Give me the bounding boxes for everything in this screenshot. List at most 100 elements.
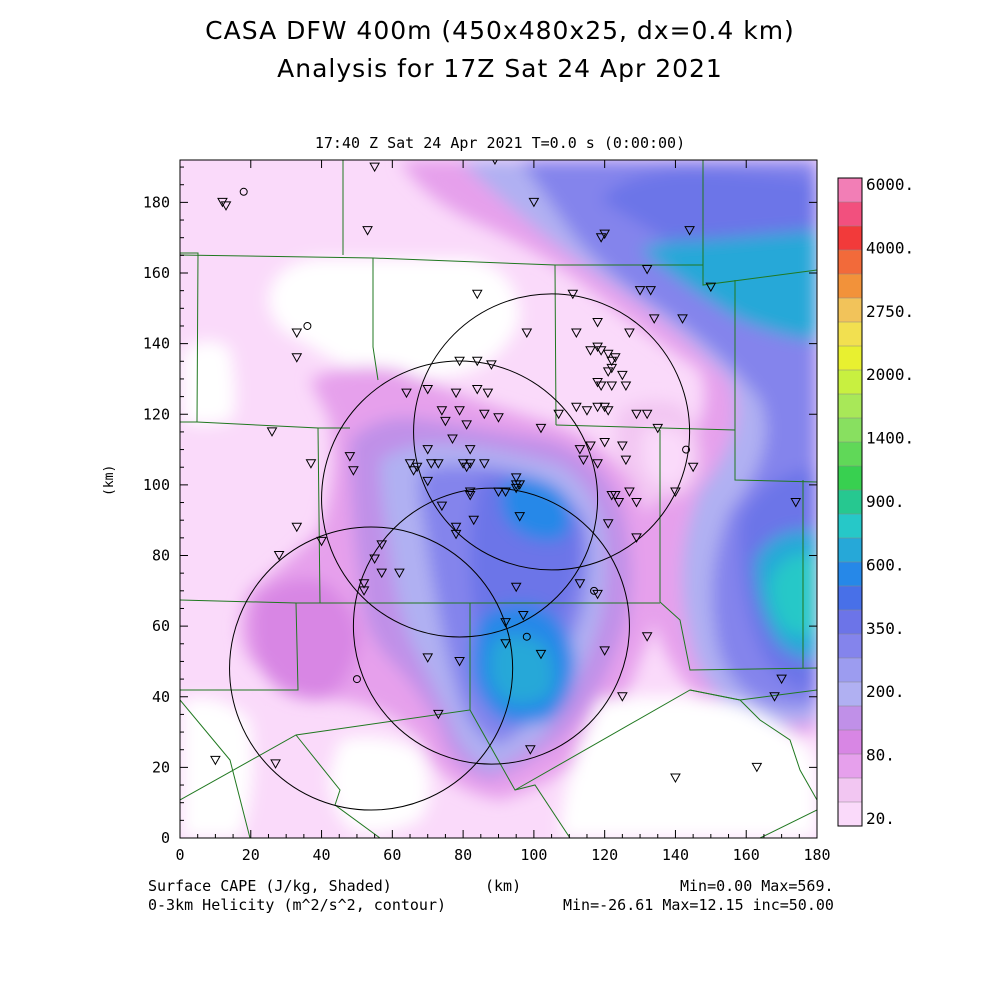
station-marker (631, 498, 642, 508)
y-tick-label: 180 (143, 193, 170, 211)
station-marker (510, 473, 522, 483)
station-marker (553, 409, 565, 420)
colorbar-swatch (838, 490, 862, 515)
station-marker (440, 416, 451, 427)
station-marker (436, 406, 448, 416)
station-marker (454, 406, 465, 416)
station-marker (535, 423, 547, 434)
x-tick-label: 20 (242, 846, 260, 864)
station-marker (769, 692, 780, 702)
station-marker (425, 459, 437, 469)
colorbar-label: 80. (866, 746, 895, 765)
x-tick-label: 40 (313, 846, 331, 864)
y-tick-label: 140 (143, 335, 170, 353)
radar-range-ring (352, 487, 630, 765)
station-marker (447, 434, 458, 444)
station-marker (394, 568, 405, 579)
title-line-2: Analysis for 17Z Sat 24 Apr 2021 (277, 54, 723, 83)
colorbar-swatch (838, 298, 862, 323)
station-marker (471, 356, 483, 367)
station-marker (524, 745, 536, 755)
station-marker (652, 423, 664, 434)
station-marker (291, 522, 303, 533)
station-marker (645, 286, 657, 296)
county-boundaries (180, 160, 817, 838)
colorbar-swatch (838, 610, 862, 635)
colorbar-swatch (838, 442, 862, 467)
station-marker (305, 459, 317, 469)
footer-field-minmax: Min=0.00 Max=569. (680, 877, 834, 895)
station-marker (595, 346, 607, 356)
site-marker (590, 586, 599, 595)
station-marker (571, 328, 582, 339)
station-marker (620, 455, 632, 466)
station-marker (422, 653, 434, 663)
station-marker (450, 388, 462, 399)
station-marker (376, 568, 388, 579)
colorbar-swatch (838, 706, 862, 731)
footer-field-label: Surface CAPE (J/kg, Shaded) (148, 877, 392, 895)
y-axis: 0 20 40 60 80 100 120 140 160 180 (143, 166, 817, 847)
station-marker (617, 370, 628, 381)
station-marker (500, 639, 511, 649)
site-marker (522, 632, 531, 641)
station-marker (670, 773, 681, 783)
station-marker (578, 455, 589, 466)
station-marker (344, 452, 356, 462)
station-marker (606, 490, 618, 501)
station-marker (641, 264, 653, 275)
radar-range-ring (413, 293, 691, 571)
station-marker (270, 759, 281, 769)
station-marker (585, 441, 596, 452)
y-tick-label: 120 (143, 405, 170, 423)
colorbar-label: 1400. (866, 429, 914, 448)
cape-colorbar: 6000. 4000. 2750. 2000. 1400. 900. 600. 350. 200… (837, 175, 914, 828)
station-marker (602, 349, 614, 360)
station-marker (358, 579, 370, 589)
station-marker (220, 201, 232, 211)
station-marker (617, 692, 628, 702)
site-marker (239, 187, 248, 196)
station-marker (461, 420, 473, 430)
colorbar-swatch (838, 202, 862, 227)
colorbar-swatch (838, 658, 862, 683)
station-marker (401, 388, 412, 399)
colorbar-swatch (838, 418, 862, 443)
colorbar-swatch (838, 754, 862, 779)
station-marker (461, 462, 473, 473)
station-marker (684, 226, 695, 236)
station-marker (751, 762, 763, 773)
station-marker (478, 409, 490, 420)
station-marker (464, 445, 476, 455)
y-tick-label: 80 (152, 547, 170, 565)
footer-contour-minmax: Min=-26.61 Max=12.15 inc=50.00 (563, 896, 834, 914)
y-tick-label: 20 (152, 758, 170, 776)
station-marker (422, 476, 434, 487)
station-marker (376, 540, 388, 550)
station-marker (514, 512, 526, 522)
colorbar-label: 350. (866, 619, 905, 638)
colorbar-swatch (838, 178, 862, 203)
x-tick-label: 80 (454, 846, 472, 864)
colorbar-swatch (838, 730, 862, 755)
station-marker (464, 459, 476, 469)
station-marker (369, 162, 380, 173)
colorbar-swatch (838, 322, 862, 347)
station-marker (471, 289, 483, 300)
station-marker (514, 480, 526, 490)
x-tick-label: 100 (520, 846, 547, 864)
station-marker (422, 385, 434, 395)
station-marker (687, 462, 699, 473)
colorbar-swatch (838, 634, 862, 659)
station-marker (454, 656, 465, 667)
site-marker (682, 445, 691, 454)
station-marker (411, 462, 423, 473)
x-tick-label: 160 (733, 846, 760, 864)
station-marker (478, 459, 490, 469)
colorbar-label: 600. (866, 555, 905, 574)
footer-contour-label: 0-3km Helicity (m^2/s^2, contour) (148, 896, 447, 914)
radar-range-ring (229, 526, 514, 811)
station-marker (408, 466, 419, 476)
y-tick-label: 40 (152, 688, 170, 706)
station-marker (535, 649, 547, 660)
